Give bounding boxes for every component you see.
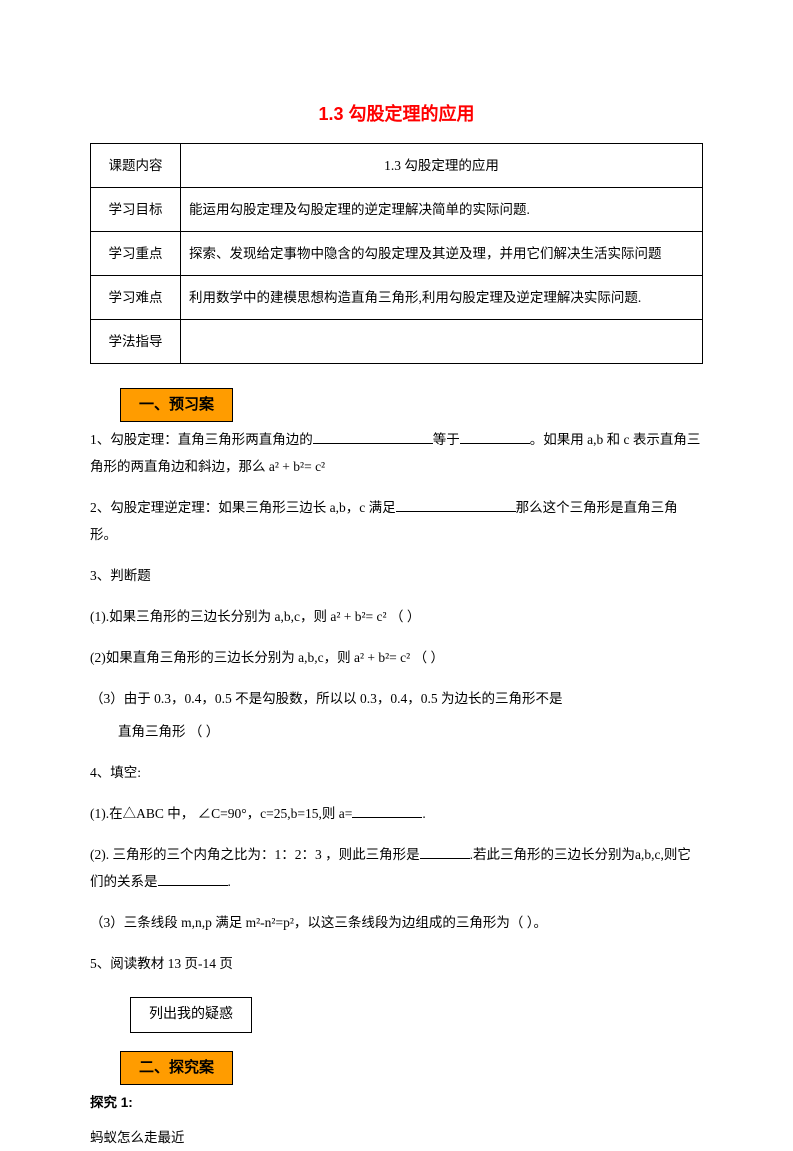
question-2: 2、勾股定理逆定理：如果三角形三边长 a,b，c 满足那么这个三角形是直角三角形… xyxy=(90,494,703,548)
question-3-heading: 3、判断题 xyxy=(90,562,703,589)
blank xyxy=(313,430,433,444)
row-label: 学习目标 xyxy=(91,187,181,231)
section-tab-explore: 二、探究案 xyxy=(120,1051,233,1085)
table-row: 学习目标 能运用勾股定理及勾股定理的逆定理解决简单的实际问题. xyxy=(91,187,703,231)
table-row: 学习重点 探索、发现给定事物中隐含的勾股定理及其逆及理，并用它们解决生活实际问题 xyxy=(91,231,703,275)
question-3-3b: 直角三角形 （ ） xyxy=(90,718,703,745)
row-label: 课题内容 xyxy=(91,143,181,187)
blank xyxy=(396,498,516,512)
q4-2-text-c: . xyxy=(228,874,231,889)
question-4-1: (1).在△ABC 中， ∠C=90°，c=25,b=15,则 a=. xyxy=(90,800,703,827)
page-title: 1.3 勾股定理的应用 xyxy=(90,100,703,129)
blank xyxy=(420,845,470,859)
explore-content: 探究 1: 蚂蚁怎么走最近 xyxy=(90,1089,703,1151)
row-label: 学习难点 xyxy=(91,275,181,319)
question-3-2: (2)如果直角三角形的三边长分别为 a,b,c，则 a² + b²= c² （ … xyxy=(90,644,703,671)
question-3-3a: （3）由于 0.3，0.4，0.5 不是勾股数，所以以 0.3，0.4，0.5 … xyxy=(90,685,703,712)
doubt-box: 列出我的疑惑 xyxy=(130,997,252,1033)
row-value: 探索、发现给定事物中隐含的勾股定理及其逆及理，并用它们解决生活实际问题 xyxy=(181,231,703,275)
question-5: 5、阅读教材 13 页-14 页 xyxy=(90,950,703,977)
q4-2-text-a: (2). 三角形的三个内角之比为：1：2：3 ，则此三角形是 xyxy=(90,847,420,862)
info-table: 课题内容 1.3 勾股定理的应用 学习目标 能运用勾股定理及勾股定理的逆定理解决… xyxy=(90,143,703,364)
section-tab-preview: 一、预习案 xyxy=(120,388,233,422)
explore-1-heading: 探究 1: xyxy=(90,1089,703,1116)
row-value: 1.3 勾股定理的应用 xyxy=(181,143,703,187)
q1-text-b: 等于 xyxy=(433,432,460,447)
blank xyxy=(352,804,422,818)
row-value: 利用数学中的建模思想构造直角三角形,利用勾股定理及逆定理解决实际问题. xyxy=(181,275,703,319)
q4-1-text: (1).在△ABC 中， ∠C=90°，c=25,b=15,则 a= xyxy=(90,806,352,821)
question-1: 1、勾股定理：直角三角形两直角边的等于。如果用 a,b 和 c 表示直角三角形的… xyxy=(90,426,703,480)
q2-text-a: 2、勾股定理逆定理：如果三角形三边长 a,b，c 满足 xyxy=(90,500,396,515)
question-4-2: (2). 三角形的三个内角之比为：1：2：3 ，则此三角形是.若此三角形的三边长… xyxy=(90,841,703,895)
blank xyxy=(460,430,530,444)
row-value: 能运用勾股定理及勾股定理的逆定理解决简单的实际问题. xyxy=(181,187,703,231)
table-row: 学习难点 利用数学中的建模思想构造直角三角形,利用勾股定理及逆定理解决实际问题. xyxy=(91,275,703,319)
row-value xyxy=(181,319,703,363)
question-4-heading: 4、填空: xyxy=(90,759,703,786)
question-4-3: （3）三条线段 m,n,p 满足 m²-n²=p²，以这三条线段为边组成的三角形… xyxy=(90,909,703,936)
row-label: 学法指导 xyxy=(91,319,181,363)
explore-1-question: 蚂蚁怎么走最近 xyxy=(90,1124,703,1151)
q1-text-a: 1、勾股定理：直角三角形两直角边的 xyxy=(90,432,313,447)
question-3-1: (1).如果三角形的三边长分别为 a,b,c，则 a² + b²= c² （ ） xyxy=(90,603,703,630)
preview-content: 1、勾股定理：直角三角形两直角边的等于。如果用 a,b 和 c 表示直角三角形的… xyxy=(90,426,703,1051)
blank xyxy=(158,872,228,886)
table-row: 课题内容 1.3 勾股定理的应用 xyxy=(91,143,703,187)
row-label: 学习重点 xyxy=(91,231,181,275)
q4-1-end: . xyxy=(422,806,425,821)
table-row: 学法指导 xyxy=(91,319,703,363)
